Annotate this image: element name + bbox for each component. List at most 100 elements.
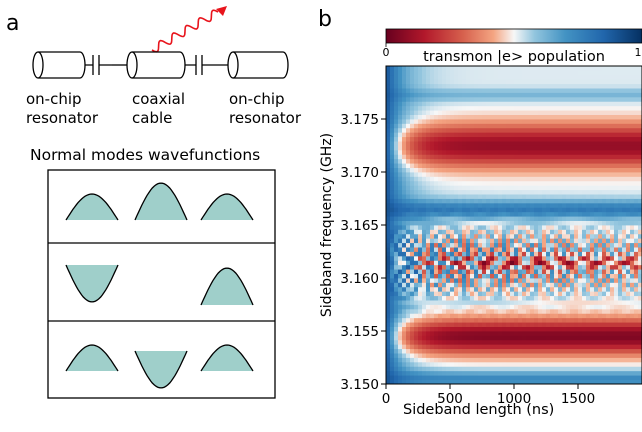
heatmap-cell (598, 163, 603, 168)
heatmap-cell (582, 300, 587, 305)
heatmap-cell (486, 313, 491, 319)
heatmap-cell (558, 70, 563, 76)
heatmap-cell (594, 119, 599, 124)
heatmap-cell (530, 361, 535, 367)
heatmap-cell (406, 154, 411, 160)
heatmap-cell (426, 127, 431, 133)
heatmap-cell (622, 88, 627, 93)
heatmap-cell (506, 361, 511, 367)
heatmap-cell (530, 149, 535, 155)
heatmap-cell (434, 189, 439, 195)
heatmap-cell (478, 110, 483, 115)
heatmap-cell (398, 185, 403, 191)
heatmap-cell (514, 322, 519, 327)
heatmap-cell (594, 70, 599, 76)
heatmap-cell (418, 335, 423, 341)
heatmap-cell (614, 185, 619, 191)
heatmap-cell (586, 88, 591, 93)
heatmap-cell (458, 366, 463, 372)
heatmap-cell (586, 114, 591, 120)
heatmap-cell (462, 251, 467, 257)
heatmap-cell (590, 110, 595, 115)
heatmap-cell (470, 344, 475, 350)
heatmap-cell (562, 220, 567, 226)
heatmap-cell (614, 304, 619, 310)
heatmap-cell (606, 136, 611, 142)
heatmap-cell (510, 216, 515, 221)
heatmap-cell (582, 335, 587, 341)
heatmap-cell (446, 322, 451, 327)
heatmap-cell (546, 189, 551, 195)
heatmap-cell (634, 132, 639, 138)
heatmap-cell (490, 286, 495, 292)
heatmap-cell (546, 300, 551, 305)
heatmap-cell (578, 176, 583, 182)
heatmap-cell (458, 282, 463, 288)
heatmap-cell (490, 172, 495, 177)
heatmap-cell (394, 300, 399, 305)
heatmap-cell (546, 304, 551, 310)
heatmap-cell (606, 141, 611, 146)
heatmap-cell (514, 357, 519, 363)
heatmap-cell (386, 375, 391, 380)
heatmap-cell (482, 242, 487, 248)
heatmap-cell (494, 198, 499, 204)
heatmap-cell (390, 357, 395, 363)
heatmap-cell (546, 185, 551, 191)
heatmap-cell (630, 145, 635, 151)
heatmap-cell (630, 216, 635, 221)
heatmap-cell (530, 194, 535, 199)
heatmap-cell (594, 282, 599, 288)
heatmap-cell (482, 331, 487, 336)
heatmap-cell (470, 339, 475, 345)
heatmap-cell (602, 260, 607, 266)
heatmap-cell (598, 127, 603, 133)
heatmap-cell (482, 308, 487, 314)
heatmap-cell (554, 375, 559, 380)
heatmap-cell (406, 211, 411, 217)
heatmap-cell (550, 322, 555, 327)
heatmap-cell (454, 366, 459, 372)
heatmap-cell (430, 198, 435, 204)
heatmap-cell (470, 308, 475, 314)
heatmap-cell (434, 255, 439, 261)
heatmap-cell (498, 348, 503, 354)
heatmap-cell (502, 335, 507, 341)
heatmap-cell (446, 370, 451, 376)
heatmap-cell (406, 66, 411, 71)
heatmap-cell (582, 304, 587, 310)
heatmap-cell (606, 331, 611, 336)
heatmap-cell (510, 119, 515, 124)
heatmap-cell (486, 300, 491, 305)
heatmap-cell (410, 189, 415, 195)
heatmap-cell (422, 370, 427, 376)
heatmap-cell (518, 180, 523, 186)
heatmap-cell (630, 92, 635, 98)
heatmap-cell (526, 370, 531, 376)
heatmap-cell (534, 220, 539, 226)
heatmap-cell (602, 119, 607, 124)
heatmap-cell (486, 361, 491, 367)
heatmap-cell (594, 163, 599, 168)
heatmap-cell (630, 370, 635, 376)
cable-label-2: cable (132, 109, 172, 127)
heatmap-cell (606, 335, 611, 341)
heatmap-cell (398, 247, 403, 252)
heatmap-cell (530, 123, 535, 129)
heatmap-cell (470, 96, 475, 102)
heatmap-cell (486, 167, 491, 173)
heatmap-cell (402, 326, 407, 332)
heatmap-cell (526, 132, 531, 138)
heatmap-cell (602, 375, 607, 380)
heatmap-cell (390, 207, 395, 213)
heatmap-cell (410, 269, 415, 274)
heatmap-cell (414, 220, 419, 226)
heatmap-cell (418, 260, 423, 266)
heatmap-cell (530, 269, 535, 274)
heatmap-cell (442, 216, 447, 221)
heatmap-cell (638, 149, 642, 155)
heatmap-cell (558, 344, 563, 350)
heatmap-cell (622, 282, 627, 288)
heatmap-cell (562, 79, 567, 85)
heatmap-cell (634, 119, 639, 124)
